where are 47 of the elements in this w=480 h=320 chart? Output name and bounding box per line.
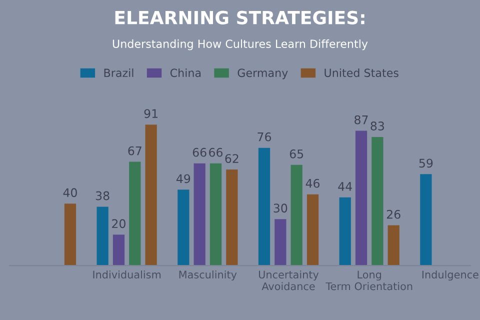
data-label: 20 — [112, 219, 126, 228]
bar — [112, 234, 125, 266]
chart-subtitle: Understanding How Cultures Learn Differently — [112, 39, 368, 50]
data-label: 59 — [419, 158, 433, 168]
bar — [306, 194, 319, 266]
bar — [355, 130, 368, 266]
legend-label: China — [170, 68, 201, 78]
data-label: 62 — [225, 154, 238, 164]
data-label: 65 — [290, 149, 304, 158]
data-label: 46 — [306, 178, 320, 188]
data-label: 66 — [209, 148, 223, 157]
bar — [274, 219, 286, 266]
data-label: 87 — [354, 115, 368, 124]
data-label: 66 — [192, 148, 206, 157]
bar — [258, 148, 270, 266]
data-label: 67 — [128, 146, 142, 156]
legend-label: Germany — [238, 68, 288, 80]
chart-title: ELEARNING STRATEGIES: — [115, 10, 364, 24]
bar — [339, 197, 351, 266]
bar — [129, 162, 141, 266]
bar — [226, 170, 238, 266]
data-label: 30 — [274, 204, 288, 213]
bar — [290, 164, 302, 266]
x-tick-label: Indulgence — [422, 270, 478, 281]
x-tick-label: Long Term Orientation — [326, 270, 412, 290]
x-tick-label: Masculinity — [179, 270, 237, 281]
bar — [420, 174, 432, 266]
bar — [194, 163, 206, 266]
x-tick-label: Individualism — [93, 270, 161, 279]
x-tick-label: Uncertainty Avoidance — [258, 270, 319, 290]
data-label: 83 — [370, 122, 384, 130]
data-label: 49 — [176, 174, 190, 184]
bar — [64, 204, 76, 266]
data-label: 91 — [144, 109, 158, 118]
bar — [388, 225, 400, 266]
data-label: 26 — [386, 210, 400, 219]
bar — [178, 190, 190, 266]
bar — [96, 206, 108, 266]
data-label: 38 — [96, 191, 110, 200]
legend-label: United States — [324, 68, 398, 78]
data-label: 40 — [63, 188, 77, 198]
bar — [210, 163, 222, 266]
data-label: 44 — [338, 182, 352, 191]
legend-label: Brazil — [104, 68, 134, 78]
bar — [372, 136, 384, 266]
bar — [145, 124, 157, 266]
data-label: 76 — [258, 132, 272, 142]
